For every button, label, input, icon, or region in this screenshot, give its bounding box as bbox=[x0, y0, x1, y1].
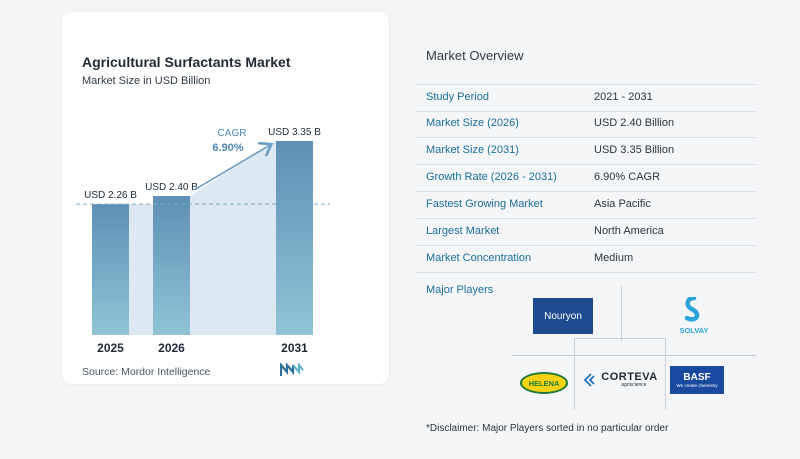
players-divider bbox=[574, 338, 666, 339]
corteva-logo-subtext: agriscience bbox=[621, 382, 647, 388]
row-value: USD 3.35 Billion bbox=[594, 144, 675, 156]
solvay-icon bbox=[684, 297, 700, 322]
bar-2031 bbox=[276, 141, 313, 335]
row-label: Market Concentration bbox=[426, 252, 532, 264]
row-value: Asia Pacific bbox=[594, 198, 651, 210]
overview-row-market-size-2026: Market Size (2026) USD 2.40 Billion bbox=[416, 111, 756, 138]
bar-value-label: USD 2.26 B bbox=[84, 190, 137, 201]
helena-logo: HELENA bbox=[520, 372, 568, 394]
basf-logo-text: BASF bbox=[683, 372, 711, 383]
major-players-label: Major Players bbox=[426, 284, 494, 296]
players-divider bbox=[512, 355, 756, 356]
x-tick-label: 2025 bbox=[97, 341, 124, 355]
row-label: Fastest Growing Market bbox=[426, 198, 543, 210]
overview-row-study-period: Study Period 2021 - 2031 bbox=[416, 84, 756, 112]
gap-shade-area bbox=[129, 204, 153, 335]
bar-value-label: USD 2.40 B bbox=[145, 182, 198, 193]
nouryon-logo: Nouryon bbox=[533, 298, 593, 334]
corteva-icon bbox=[584, 373, 595, 387]
disclaimer-text: *Disclaimer: Major Players sorted in no … bbox=[426, 423, 669, 434]
corteva-logo: CORTEVA agriscience bbox=[578, 366, 664, 394]
x-tick-label: 2031 bbox=[281, 341, 308, 355]
basf-logo-subtext: We create chemistry bbox=[676, 383, 718, 388]
row-value: USD 2.40 Billion bbox=[594, 117, 675, 129]
chart-card: USD 2.26 B 2025 USD 2.40 B 2026 USD 3.35 B 20… bbox=[62, 12, 389, 384]
row-label: Study Period bbox=[426, 91, 489, 103]
market-overview-panel: Market Overview Study Period 2021 - 2031… bbox=[416, 0, 756, 459]
row-value: 2021 - 2031 bbox=[594, 91, 653, 103]
overview-row-fastest-growing: Fastest Growing Market Asia Pacific bbox=[416, 192, 756, 219]
row-value: 6.90% CAGR bbox=[594, 171, 661, 183]
corteva-logo-text: CORTEVA bbox=[601, 371, 658, 383]
players-divider bbox=[574, 338, 575, 410]
solvay-logo-text: SOLVAY bbox=[679, 326, 709, 335]
helena-logo-text: HELENA bbox=[528, 378, 560, 388]
overview-row-growth-rate: Growth Rate (2026 - 2031) 6.90% CAGR bbox=[416, 165, 756, 192]
players-divider bbox=[665, 338, 666, 410]
cagr-label: CAGR bbox=[218, 128, 247, 139]
chart-subtitle: Market Size in USD Billion bbox=[82, 75, 211, 87]
x-tick-label: 2026 bbox=[158, 341, 185, 355]
row-value: Medium bbox=[594, 252, 634, 264]
source-text: Source: Mordor Intelligence bbox=[82, 366, 211, 378]
overview-title: Market Overview bbox=[426, 48, 524, 63]
growth-shade-area bbox=[190, 141, 276, 335]
row-label: Market Size (2031) bbox=[426, 144, 519, 156]
row-label: Largest Market bbox=[426, 225, 500, 237]
row-label: Growth Rate (2026 - 2031) bbox=[426, 171, 557, 183]
chart-title: Agricultural Surfactants Market bbox=[82, 54, 291, 70]
basf-logo: BASF We create chemistry bbox=[670, 366, 724, 394]
bar-value-label: USD 3.35 B bbox=[268, 127, 321, 138]
row-value: North America bbox=[594, 225, 664, 237]
overview-row-concentration: Market Concentration Medium bbox=[416, 246, 756, 273]
row-label: Market Size (2026) bbox=[426, 117, 519, 129]
overview-row-largest-market: Largest Market North America bbox=[416, 219, 756, 246]
bar-2026 bbox=[153, 196, 190, 335]
overview-row-market-size-2031: Market Size (2031) USD 3.35 Billion bbox=[416, 138, 756, 165]
cagr-arrow bbox=[193, 145, 270, 191]
bar-2025 bbox=[92, 204, 129, 335]
solvay-logo: SOLVAY bbox=[664, 294, 724, 338]
mordor-logo-icon bbox=[280, 363, 304, 376]
cagr-value: 6.90% bbox=[212, 142, 243, 154]
nouryon-logo-text: Nouryon bbox=[544, 310, 582, 322]
players-divider bbox=[621, 286, 622, 341]
bar-chart: USD 2.26 B 2025 USD 2.40 B 2026 USD 3.35 B 20… bbox=[76, 127, 330, 355]
